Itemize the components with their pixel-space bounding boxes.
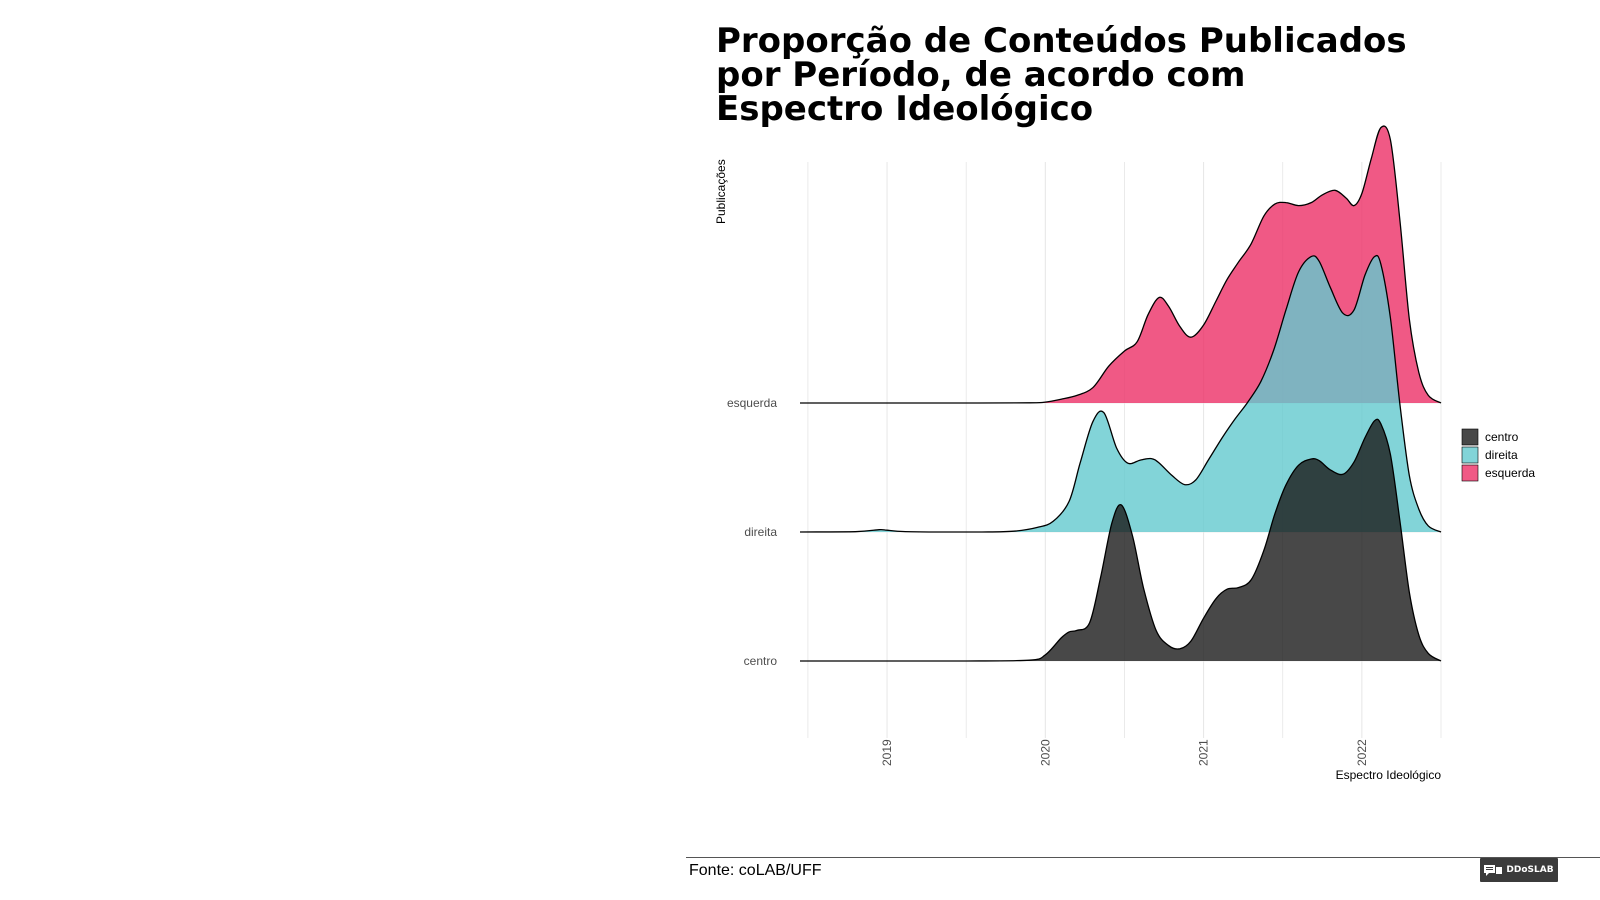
logo-text: DDoSLAB (1506, 865, 1554, 875)
ridge-area-centro (800, 419, 1441, 661)
ridge-line-direita (799, 254, 1442, 533)
legend: centro direita esquerda (1461, 428, 1535, 482)
footer-divider (686, 857, 1600, 858)
legend-swatch-esquerda (1461, 464, 1479, 482)
y-axis-labels: centro direita esquerda (727, 396, 777, 668)
legend-swatch-direita (1461, 446, 1479, 464)
y-tick-label-centro: centro (744, 654, 778, 668)
x-tick-label: 2022 (1355, 739, 1369, 766)
x-tick-label: 2020 (1038, 739, 1052, 766)
x-tick-label: 2019 (880, 739, 894, 766)
chart-title: Proporção de Conteúdos Publicados por Pe… (716, 21, 1407, 129)
legend-label-esquerda: esquerda (1485, 466, 1535, 480)
ridge-area-direita (800, 255, 1441, 532)
ddoslab-logo: DDoSLAB (1480, 858, 1558, 882)
legend-swatch-centro (1461, 428, 1479, 446)
y-tick-label-direita: direita (744, 525, 777, 539)
legend-label-direita: direita (1485, 448, 1518, 462)
ridge-line-esquerda (800, 125, 1442, 404)
legend-label-centro: centro (1485, 430, 1519, 444)
y-axis-title: Publicações (714, 159, 728, 224)
x-tick-label: 2021 (1197, 739, 1211, 766)
logo-icon (1484, 865, 1503, 876)
y-tick-label-esquerda: esquerda (727, 396, 777, 410)
source-note: Fonte: coLAB/UFF (689, 862, 822, 879)
x-axis-title: Espectro Ideológico (1336, 768, 1442, 782)
x-axis-labels: 2019 2020 2021 2022 (880, 739, 1369, 766)
ridges (799, 125, 1442, 662)
ridge-line-centro (800, 418, 1442, 662)
